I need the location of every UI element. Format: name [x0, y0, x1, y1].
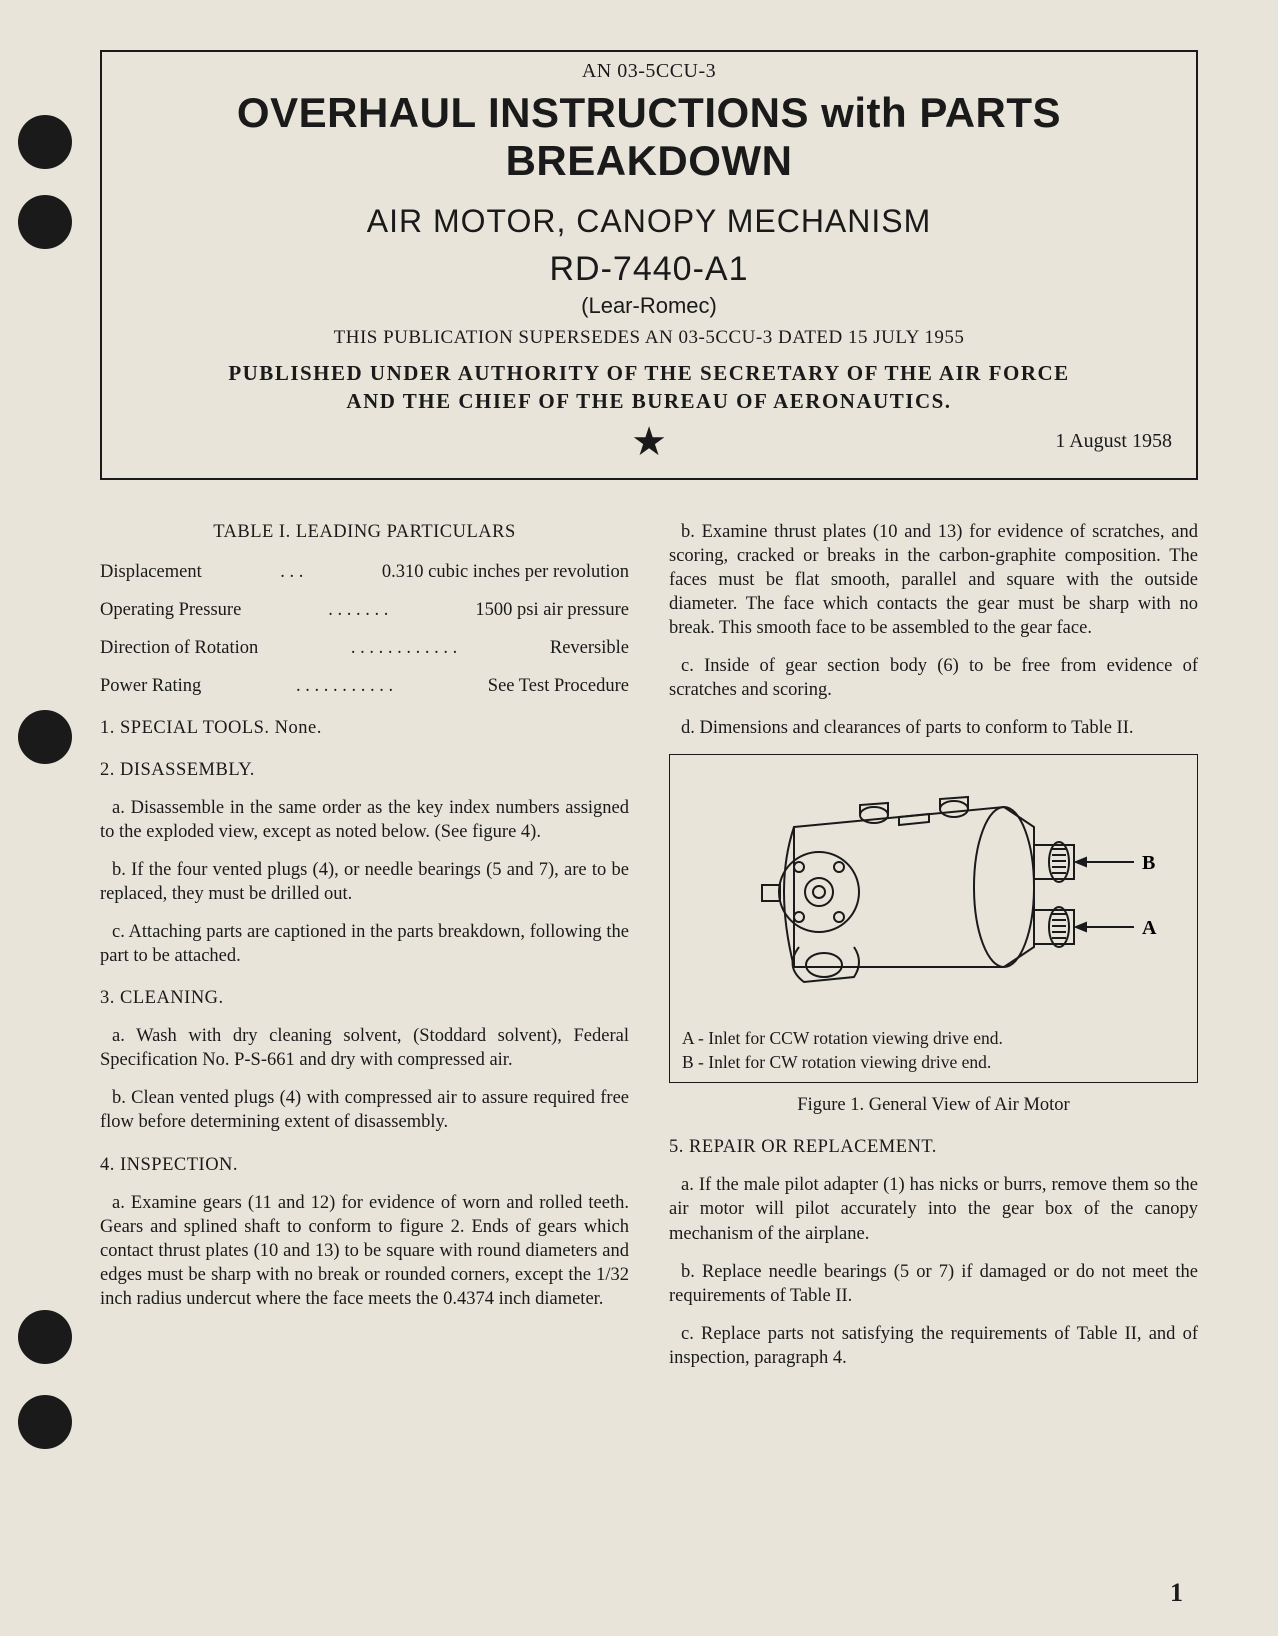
- figure-1-box: B A A - Inlet for CCW rotation viewing d…: [669, 754, 1198, 1083]
- para-3a: a. Wash with dry cleaning solvent, (Stod…: [100, 1024, 629, 1072]
- body-content: TABLE I. LEADING PARTICULARS Displacemen…: [100, 520, 1198, 1384]
- para-4d: d. Dimensions and clearances of parts to…: [669, 716, 1198, 740]
- spec-dots: . . . . . . . . . . . .: [351, 636, 457, 660]
- spec-label: Direction of Rotation: [100, 636, 258, 660]
- section-3-head: 3. CLEANING.: [100, 986, 629, 1010]
- spec-label: Displacement: [100, 560, 202, 584]
- publication-date: 1 August 1958: [1055, 430, 1172, 453]
- para-2c: c. Attaching parts are captioned in the …: [100, 920, 629, 968]
- star-icon: ★: [631, 422, 667, 462]
- spec-label: Power Rating: [100, 674, 201, 698]
- section-1-head: 1. SPECIAL TOOLS. None.: [100, 716, 629, 740]
- document-id: AN 03-5CCU-3: [126, 60, 1172, 83]
- right-column: b. Examine thrust plates (10 and 13) for…: [669, 520, 1198, 1384]
- figure-label-b: B: [1142, 852, 1155, 874]
- punch-hole: [18, 1310, 72, 1364]
- spec-row: Direction of Rotation . . . . . . . . . …: [100, 636, 629, 660]
- spec-label: Operating Pressure: [100, 598, 241, 622]
- para-3b: b. Clean vented plugs (4) with compresse…: [100, 1086, 629, 1134]
- section-2-head: 2. DISASSEMBLY.: [100, 758, 629, 782]
- para-2b: b. If the four vented plugs (4), or need…: [100, 858, 629, 906]
- figure-1-caption: Figure 1. General View of Air Motor: [669, 1093, 1198, 1117]
- main-title: OVERHAUL INSTRUCTIONS with PARTS BREAKDO…: [126, 89, 1172, 185]
- spec-dots: . . . . . . . . . . .: [296, 674, 393, 698]
- part-number: RD-7440-A1: [126, 250, 1172, 289]
- para-5b: b. Replace needle bearings (5 or 7) if d…: [669, 1260, 1198, 1308]
- para-4c: c. Inside of gear section body (6) to be…: [669, 654, 1198, 702]
- punch-hole: [18, 1395, 72, 1449]
- title-block: AN 03-5CCU-3 OVERHAUL INSTRUCTIONS with …: [100, 50, 1198, 480]
- spec-value: 1500 psi air pressure: [475, 598, 629, 622]
- section-5-head: 5. REPAIR OR REPLACEMENT.: [669, 1135, 1198, 1159]
- authority-line-1: PUBLISHED UNDER AUTHORITY OF THE SECRETA…: [228, 361, 1069, 385]
- spec-row: Operating Pressure . . . . . . . 1500 ps…: [100, 598, 629, 622]
- figure-legend: A - Inlet for CCW rotation viewing drive…: [682, 1027, 1185, 1074]
- legend-b: B - Inlet for CW rotation viewing drive …: [682, 1051, 1185, 1075]
- spec-value: See Test Procedure: [488, 674, 629, 698]
- spec-row: Displacement . . . 0.310 cubic inches pe…: [100, 560, 629, 584]
- para-5c: c. Replace parts not satisfying the requ…: [669, 1322, 1198, 1370]
- para-4a: a. Examine gears (11 and 12) for evidenc…: [100, 1191, 629, 1311]
- spec-value: 0.310 cubic inches per revolution: [382, 560, 629, 584]
- supersedes-note: THIS PUBLICATION SUPERSEDES AN 03-5CCU-3…: [126, 327, 1172, 349]
- spec-dots: . . . . . . .: [328, 598, 388, 622]
- punch-hole: [18, 710, 72, 764]
- legend-a: A - Inlet for CCW rotation viewing drive…: [682, 1027, 1185, 1051]
- page-number: 1: [1170, 1578, 1183, 1608]
- section-4-head: 4. INSPECTION.: [100, 1153, 629, 1177]
- para-2a: a. Disassemble in the same order as the …: [100, 796, 629, 844]
- spec-dots: . . .: [280, 560, 303, 584]
- para-5a: a. If the male pilot adapter (1) has nic…: [669, 1173, 1198, 1245]
- figure-label-a: A: [1142, 917, 1157, 939]
- authority-line-2: AND THE CHIEF OF THE BUREAU OF AERONAUTI…: [346, 389, 951, 413]
- air-motor-diagram: B A: [704, 767, 1164, 1017]
- table-1-title: TABLE I. LEADING PARTICULARS: [100, 520, 629, 544]
- punch-hole: [18, 115, 72, 169]
- manufacturer: (Lear-Romec): [126, 293, 1172, 319]
- sub-title: AIR MOTOR, CANOPY MECHANISM: [126, 203, 1172, 240]
- spec-row: Power Rating . . . . . . . . . . . See T…: [100, 674, 629, 698]
- para-4b: b. Examine thrust plates (10 and 13) for…: [669, 520, 1198, 640]
- date-row: ★ 1 August 1958: [126, 422, 1172, 462]
- spec-value: Reversible: [550, 636, 629, 660]
- punch-hole: [18, 195, 72, 249]
- authority-statement: PUBLISHED UNDER AUTHORITY OF THE SECRETA…: [126, 359, 1172, 416]
- left-column: TABLE I. LEADING PARTICULARS Displacemen…: [100, 520, 629, 1384]
